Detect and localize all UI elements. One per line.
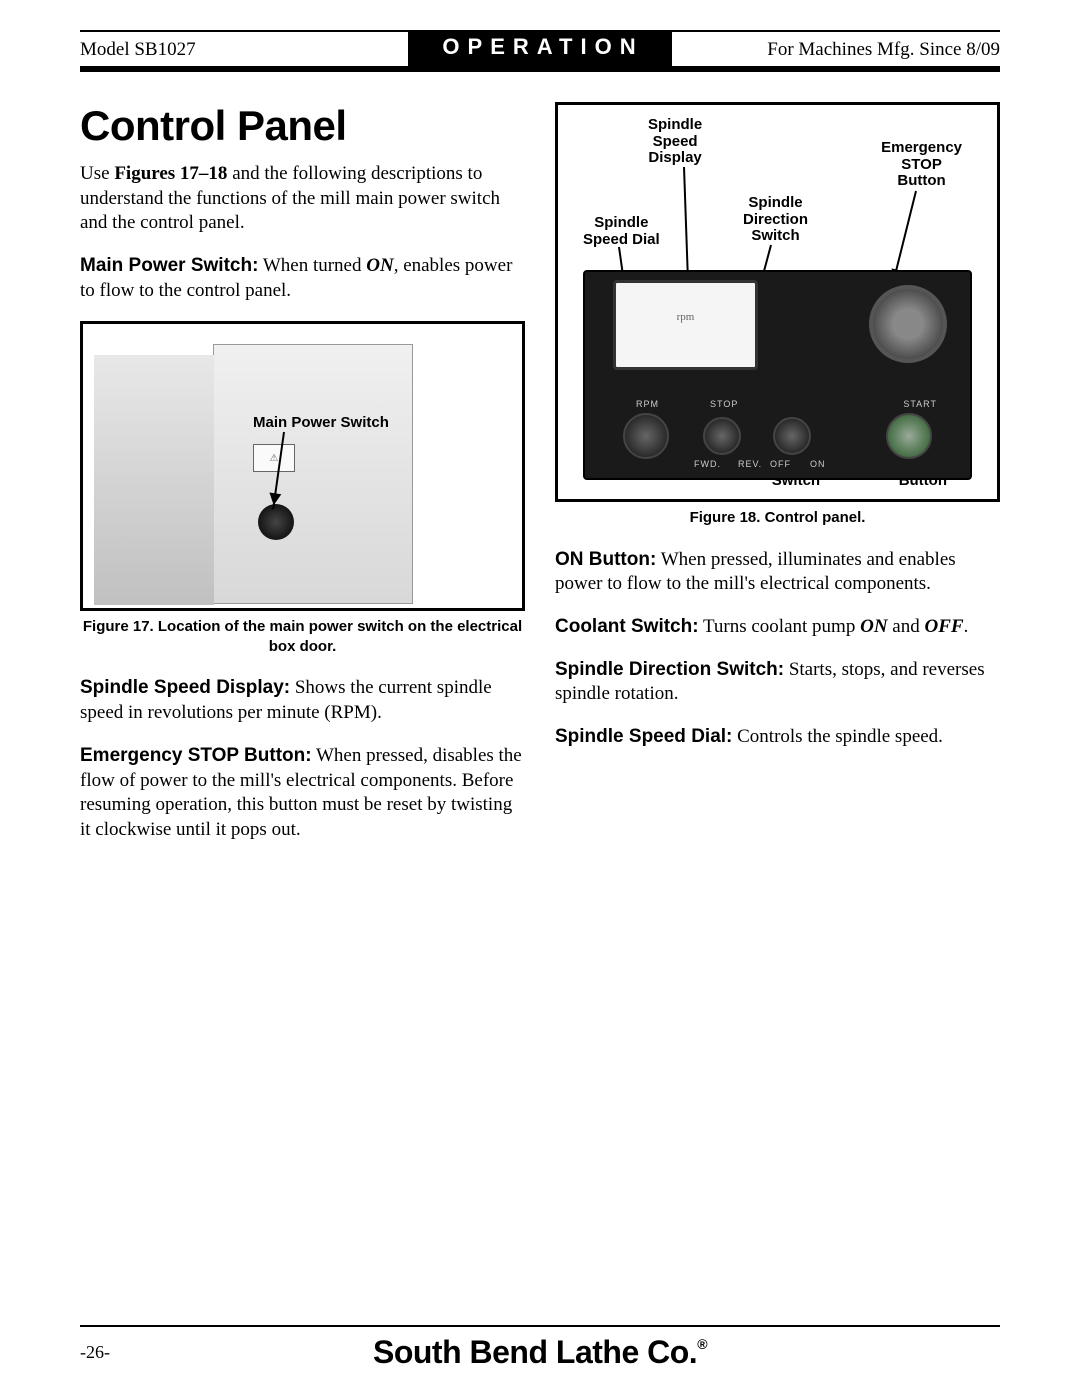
txt: Direction <box>743 211 808 228</box>
fig18-label-spindle-speed-display: Spindle Speed Display <box>648 117 702 167</box>
coolant-term: Coolant Switch: <box>555 616 699 637</box>
right-column: Spindle Speed Display Emergency STOP But… <box>555 102 1000 861</box>
txt: Button <box>897 172 945 189</box>
fig18-leader <box>683 167 689 287</box>
spindle-display-paragraph: Spindle Speed Display: Shows the current… <box>80 676 525 725</box>
left-column: Control Panel Use Figures 17–18 and the … <box>80 102 525 861</box>
fig18-sub-fwd: FWD. <box>694 459 721 469</box>
footer: -26- South Bend Lathe Co.® <box>80 1334 1000 1371</box>
footer-rule <box>80 1325 1000 1327</box>
speed-dial-term: Spindle Speed Dial: <box>555 726 732 747</box>
txt: Speed Dial <box>583 231 660 248</box>
fig18-sub-rpm: RPM <box>636 399 659 409</box>
header-section-title: OPERATION <box>408 32 671 66</box>
fig18-rpm-meter <box>613 280 758 370</box>
brand-registered-icon: ® <box>697 1336 707 1352</box>
coolant-on: ON <box>860 616 887 637</box>
page-title: Control Panel <box>80 102 525 150</box>
fig18-sub-off: OFF <box>770 459 791 469</box>
coolant-off: OFF <box>924 616 963 637</box>
main-power-term: Main Power Switch: <box>80 255 258 276</box>
header-model: Model SB1027 <box>80 39 408 61</box>
footer-brand: South Bend Lathe Co.® <box>373 1334 707 1371</box>
estop-paragraph: Emergency STOP Button: When pressed, dis… <box>80 744 525 843</box>
content-columns: Control Panel Use Figures 17–18 and the … <box>80 102 1000 861</box>
txt: Speed <box>653 133 698 150</box>
estop-term: Emergency STOP Button: <box>80 745 312 766</box>
fig18-speed-dial-knob <box>623 413 669 459</box>
coolant-pre: Turns coolant pump <box>699 616 861 637</box>
fig17-cabinet <box>213 344 413 604</box>
fig18-label-estop: Emergency STOP Button <box>881 140 962 190</box>
main-power-on: ON <box>366 255 393 276</box>
fig18-sub-stop: STOP <box>710 399 738 409</box>
fig18-sub-start: START <box>903 399 937 409</box>
fig18-label-speed-dial: Spindle Speed Dial <box>583 215 660 248</box>
speed-dial-text: Controls the spindle speed. <box>732 726 943 747</box>
main-power-pre: When turned <box>258 255 366 276</box>
figure-17: ⚠ Main Power Switch <box>80 321 525 611</box>
figure-17-caption: Figure 17. Location of the main power sw… <box>80 617 525 656</box>
coolant-mid: and <box>888 616 925 637</box>
direction-paragraph: Spindle Direction Switch: Starts, stops,… <box>555 658 1000 707</box>
page: Model SB1027 OPERATION For Machines Mfg.… <box>0 0 1080 1397</box>
page-number: -26- <box>80 1342 110 1363</box>
fig18-direction-knob <box>703 417 741 455</box>
on-button-paragraph: ON Button: When pressed, illuminates and… <box>555 548 1000 597</box>
intro-paragraph: Use Figures 17–18 and the following desc… <box>80 162 525 236</box>
coolant-paragraph: Coolant Switch: Turns coolant pump ON an… <box>555 615 1000 640</box>
spindle-display-term: Spindle Speed Display: <box>80 677 290 698</box>
txt: STOP <box>901 156 942 173</box>
txt: Emergency <box>881 139 962 156</box>
figure-18-caption: Figure 18. Control panel. <box>555 508 1000 528</box>
figure-18: Spindle Speed Display Emergency STOP But… <box>555 102 1000 502</box>
speed-dial-paragraph: Spindle Speed Dial: Controls the spindle… <box>555 725 1000 750</box>
on-button-term: ON Button: <box>555 549 656 570</box>
brand-name: South Bend Lathe Co. <box>373 1334 697 1370</box>
fig18-sub-on: ON <box>810 459 826 469</box>
header-mfg-date: For Machines Mfg. Since 8/09 <box>672 39 1000 61</box>
fig17-warning-label: ⚠ <box>253 444 295 472</box>
fig17-callout-label: Main Power Switch <box>253 414 389 431</box>
txt: Display <box>648 149 701 166</box>
txt: Spindle <box>648 116 702 133</box>
coolant-post: . <box>964 616 969 637</box>
txt: Switch <box>751 227 799 244</box>
fig18-estop-button <box>869 285 947 363</box>
fig18-on-button <box>886 413 932 459</box>
txt: Spindle <box>748 194 802 211</box>
intro-pre: Use <box>80 163 114 184</box>
txt: Spindle <box>594 214 648 231</box>
fig18-label-direction: Spindle Direction Switch <box>743 195 808 245</box>
main-power-paragraph: Main Power Switch: When turned ON, enabl… <box>80 254 525 303</box>
intro-figref: Figures 17–18 <box>114 163 227 184</box>
fig18-sub-rev: REV. <box>738 459 762 469</box>
direction-term: Spindle Direction Switch: <box>555 659 784 680</box>
header-bar: Model SB1027 OPERATION For Machines Mfg.… <box>80 30 1000 72</box>
fig18-coolant-knob <box>773 417 811 455</box>
